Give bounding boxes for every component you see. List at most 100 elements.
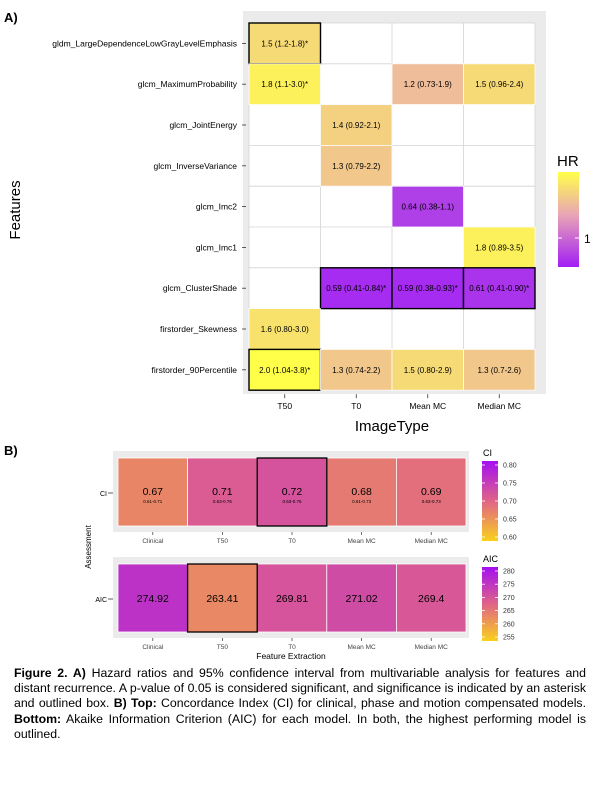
figure-caption: Figure 2. A) Hazard ratios and 95% confi… [14,666,586,742]
cell-value: 274.92 [137,593,169,605]
cell-value: 271.02 [346,593,378,605]
cell-value: 0.68 [351,486,372,498]
cell-label: 2.0 (1.04-3.8)* [259,366,310,375]
legend-title: HR [557,153,579,170]
legend-tick: 0.70 [503,499,517,506]
cell-interval: 0.63-0.76 [282,499,302,504]
legend-colorbar [482,461,498,541]
cell-label: 1.4 (0.92-2.1) [332,121,380,130]
legend-tick: 0.75 [503,481,517,488]
category-label: Mean MC [348,644,376,651]
cell-label: 1.2 (0.73-1.9) [404,80,452,89]
category-label: T50 [217,538,229,545]
cell-label: 0.59 (0.38-0.93)* [398,284,458,293]
legend-colorbar [558,172,579,267]
panel-b-label: B) [4,443,18,458]
aic-legend: AIC 280 275 270 265 260 255 [482,554,515,642]
heatmap-cell: 1.3 (0.79-2.2) [320,144,393,187]
heatmap-cell: 271.02 [326,563,397,633]
category-label: Clinical [142,644,164,651]
heatmap-cell: 0.670.61-0.71 [117,457,188,527]
heatmap-cell: 269.4 [395,563,467,633]
heatmap-cell: 0.720.63-0.76 [256,457,328,527]
row-label: glcm_InverseVariance [154,161,238,171]
caption-segment: Hazard ratios and 95% confidence interva… [14,666,586,711]
row-label: glcm_Imc1 [196,242,237,252]
heatmap-cell: 0.680.61-0.73 [326,457,397,527]
row-label-ci: CI [100,491,107,498]
legend-tick: 255 [503,635,515,642]
cell-value: 0.72 [282,486,303,498]
column-label: T0 [351,401,361,411]
cell-label: 0.59 (0.41-0.84)* [326,284,386,293]
cell-label: 1.5 (0.80-2.9) [404,366,452,375]
heatmap-cell: 1.3 (0.74-2.2) [320,348,393,391]
category-label: T50 [217,644,229,651]
caption-segment: Figure 2. [14,666,73,680]
y-axis-title: Features [7,180,24,239]
cell-interval: 0.61-0.73 [352,499,372,504]
heatmap-cell: 274.92 [117,563,188,633]
cell-value: 269.4 [418,593,444,605]
cell-label: 1.3 (0.74-2.2) [332,366,380,375]
heatmap-cell: 0.64 (0.38-1.1) [391,185,464,228]
cell-value: 0.67 [143,486,164,498]
caption-segment: Bottom: [14,711,62,726]
category-label: Mean MC [348,538,376,545]
cell-label: 1.6 (0.80-3.0) [261,325,309,334]
caption-segment: Concordance Index (CI) for clinical, pha… [156,696,586,711]
category-label: Median MC [415,644,449,651]
legend-tick: 0.80 [503,463,517,470]
row-label: glcm_Imc2 [196,202,237,212]
x-axis-title: ImageType [355,418,429,435]
cell-label: 1.8 (1.1-3.0)* [261,80,308,89]
legend-tick: 0.65 [503,517,517,524]
best-model-outline [186,563,258,633]
heatmap-cell: 0.710.63-0.76 [187,457,258,527]
heatmap-cell: 1.5 (0.80-2.9) [391,348,464,391]
legend-tick: 270 [503,595,515,602]
hr-legend: HR 1 [557,153,591,267]
hr-heatmap: 1.5 (1.2-1.8)* 1.8 (1.1-3.0)* 1.2 (0.73-1.… [7,11,591,435]
ci-legend: CI 0.80 0.75 0.70 0.65 0.60 [482,448,517,542]
row-label: glcm_JointEnergy [169,120,237,130]
category-label: T0 [288,538,296,545]
heatmap-cell: 1.6 (0.80-3.0) [248,308,321,350]
legend-tick: 1 [584,232,591,246]
heatmap-cell: 1.8 (1.1-3.0)* [248,63,321,105]
best-model-outline [256,457,328,527]
caption-segment: B) Top: [113,696,157,711]
legend-tick: 280 [503,569,515,576]
legend-colorbar [482,567,498,641]
cell-label: 1.5 (1.2-1.8)* [261,39,308,48]
x-axis-title: Feature Extraction [256,651,326,660]
row-label: gldm_LargeDependenceLowGrayLevelEmphasis [52,38,237,48]
row-label-aic: AIC [95,597,107,604]
row-label: firstorder_90Percentile [151,365,237,375]
caption-segment: A) [72,666,86,680]
y-axis-title: Assessment [84,524,93,568]
column-label: Median MC [478,401,521,411]
heatmap-cell: 2.0 (1.04-3.8)* [248,348,322,391]
heatmap-cell: 1.5 (1.2-1.8)* [248,22,322,65]
panel-a-label: A) [4,10,18,25]
heatmap-cell: 0.59 (0.41-0.84)* [319,267,393,310]
cell-interval: 0.61-0.71 [143,499,163,504]
legend-tick: 0.60 [503,535,517,542]
cell-value: 269.81 [276,593,308,605]
heatmap-cell: 1.5 (0.96-2.4) [463,63,536,105]
heatmap-cell: 1.8 (0.89-3.5) [463,226,536,269]
legend-tick: 275 [503,582,515,589]
cell-label: 0.61 (0.41-0.90)* [469,284,529,293]
cell-value: 0.69 [421,486,442,498]
row-label: glcm_ClusterShade [163,283,237,293]
caption-segment: Akaike Information Criterion (AIC) for e… [14,711,586,741]
column-label: T50 [277,401,292,411]
heatmap-cell: 0.59 (0.38-0.93)* [391,267,465,310]
cell-value: 0.71 [212,486,233,498]
heatmap-cell: 263.41 [187,563,258,633]
heatmap-cell: 1.4 (0.92-2.1) [320,104,393,146]
cell-value: 263.41 [206,593,238,605]
cell-label: 1.3 (0.7-2.6) [477,366,521,375]
column-label: Mean MC [409,401,446,411]
